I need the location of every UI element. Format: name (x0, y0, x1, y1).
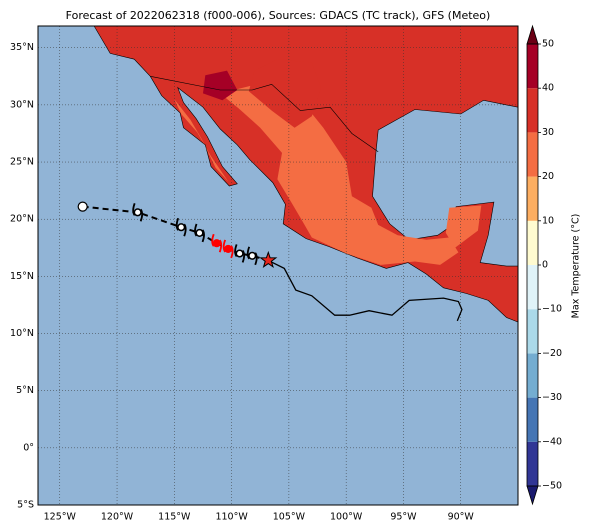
grid (38, 26, 518, 505)
colorbar-tick-label: 30 (542, 127, 554, 138)
x-tick-label: 100°W (330, 512, 363, 523)
colorbar-band (527, 309, 538, 354)
y-tick-label: 5°S (17, 500, 34, 511)
current-position (259, 250, 278, 269)
colorbar-tick-label: 50 (542, 39, 554, 50)
x-tick-label: 90°W (448, 512, 475, 523)
storm-symbol (234, 244, 246, 263)
map-frame (37, 25, 519, 506)
x-tick-label: 125°W (44, 512, 77, 523)
storm-eye (177, 223, 186, 232)
storm-arm (234, 244, 246, 263)
storm-eye (212, 239, 221, 248)
storm-arm (175, 217, 187, 237)
colorbar-tick-label: 0 (542, 260, 548, 271)
colorbar-label: Max Temperature (°C) (571, 214, 582, 319)
colorbar-band (527, 220, 538, 265)
land-warm (445, 205, 482, 248)
y-tick-label: 5°N (16, 385, 34, 396)
border (150, 76, 379, 153)
track (77, 201, 278, 269)
y-tick-label: 15°N (10, 271, 34, 282)
colorbar-band (527, 132, 538, 177)
storm-symbol (222, 239, 234, 259)
colorbar-tick-label: −20 (542, 348, 562, 359)
colorbar-band (527, 441, 538, 486)
land-warm (220, 82, 459, 265)
x-tick-label: 115°W (158, 512, 191, 523)
colorbar-tick-label: −10 (542, 304, 562, 315)
y-tick-label: 0° (23, 442, 34, 453)
colorbar-tick-label: −50 (542, 481, 562, 492)
storm-arm (132, 203, 144, 222)
y-tick-label: 25°N (10, 157, 34, 168)
x-tick-label: 120°W (101, 512, 134, 523)
colorbar-band (527, 176, 538, 221)
y-tick-label: 35°N (10, 42, 34, 53)
colorbar-band (527, 44, 538, 89)
colorbar-tick-label: 10 (542, 215, 554, 226)
storm-arm (194, 223, 205, 243)
storm-arm (246, 246, 258, 266)
storm-symbol (175, 217, 187, 237)
storm-symbol (246, 246, 258, 266)
land (38, 26, 518, 323)
land-warm (174, 99, 229, 182)
colorbar-band (527, 397, 538, 442)
colorbar-band (527, 265, 538, 310)
chart-title: Forecast of 2022062318 (f000-006), Sourc… (66, 9, 491, 22)
x-tick-label: 95°W (390, 512, 417, 523)
colorbar-over (526, 24, 539, 45)
colorbar-tick-label: −40 (542, 436, 562, 447)
colorbar-tick-label: 40 (542, 83, 554, 94)
storm-eye (133, 208, 142, 217)
storm-arm (222, 239, 234, 259)
track-start (77, 201, 88, 212)
colorbar-under (526, 485, 539, 506)
colorbar-band (527, 88, 538, 133)
y-tick-label: 10°N (10, 328, 34, 339)
storm-arm (211, 233, 223, 253)
storm-eye (195, 228, 204, 237)
storm-symbol (132, 203, 144, 222)
storm-symbol (211, 233, 223, 253)
colorbar-tick-label: 20 (542, 171, 554, 182)
storm-eye (235, 249, 244, 258)
storm-eye (224, 244, 233, 253)
x-tick-label: 105°W (273, 512, 306, 523)
storm-symbol (194, 223, 205, 243)
y-tick-label: 30°N (10, 99, 34, 110)
land-hottest (203, 70, 238, 101)
y-tick-label: 20°N (10, 214, 34, 225)
colorbar-tick-label: −30 (542, 392, 562, 403)
colorbar-band (527, 353, 538, 398)
storm-eye (248, 251, 257, 260)
x-tick-label: 110°W (215, 512, 248, 523)
outlook-line (268, 259, 463, 322)
